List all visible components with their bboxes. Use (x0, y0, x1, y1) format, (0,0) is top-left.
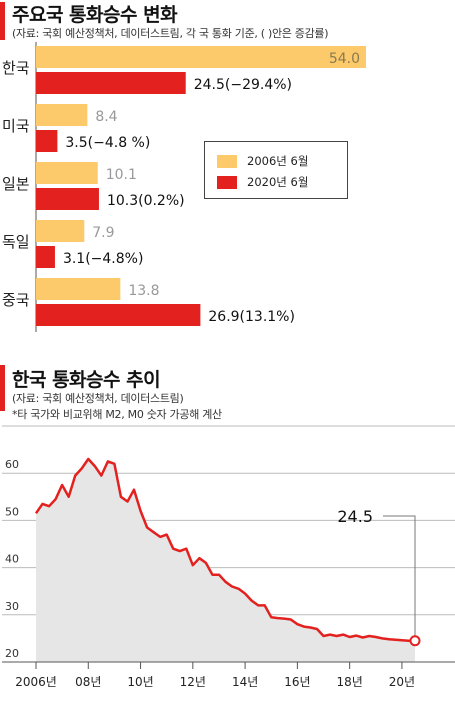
x-tick-label: 16년 (284, 675, 310, 689)
x-tick-label: 08년 (75, 675, 101, 689)
chart2-note: *타 국가와 비교위해 M2, M0 숫자 가공해 계산 (12, 408, 222, 421)
y-tick-label: 20 (5, 647, 19, 660)
bar-value-label: 3.1(−4.8%) (63, 251, 144, 267)
bar-2006 (36, 278, 121, 300)
annotation-leader (383, 515, 416, 636)
bar-value-label: 3.5(−4.8 %) (65, 135, 150, 151)
category-label: 미국 (2, 117, 30, 135)
chart2-source: (자료: 국회 예산정책처, 데이터스트림) (12, 392, 184, 405)
bar-2020 (36, 72, 186, 94)
bar-value-label: 8.4 (95, 109, 117, 125)
x-tick-label: 14년 (232, 675, 258, 689)
end-marker (409, 635, 421, 647)
bar-value-label: 54.0 (329, 51, 360, 67)
chart2-title: 한국 통화승수 추이 (12, 369, 161, 391)
bar-2006 (36, 104, 88, 126)
category-label: 중국 (2, 291, 30, 309)
legend-label-2006: 2006년 6월 (247, 154, 309, 168)
bar-value-label: 26.9(13.1%) (208, 309, 295, 325)
section2-accent-bar (0, 365, 5, 411)
bar-2006 (36, 162, 98, 184)
bar-value-label: 10.1 (106, 167, 137, 183)
chart1-source: (자료: 국회 예산정책처, 데이터스트림, 각 국 통화 기준, ( )안은 … (12, 27, 329, 40)
y-tick-label: 70 (5, 422, 19, 424)
bar-2020 (36, 130, 58, 152)
x-tick-label: 18년 (336, 675, 362, 689)
category-label: 독일 (2, 233, 30, 251)
legend-label-2020: 2020년 6월 (247, 175, 309, 189)
bar-value-label: 13.8 (128, 283, 159, 299)
x-tick-label: 12년 (180, 675, 206, 689)
bar-value-label: 10.3(0.2%) (107, 193, 185, 209)
series-line (34, 457, 415, 643)
legend-swatch-2020 (217, 175, 237, 189)
bar-chart: 한국 54.0 24.5(−29.4%) 미국 8.4 3.5(−4.8 %) 일본 10.1… (2, 42, 366, 332)
category-label: 한국 (2, 59, 30, 77)
legend-swatch-2006 (217, 154, 237, 168)
bar-value-label: 24.5(−29.4%) (194, 77, 292, 93)
chart-legend: 2006년 6월 2020년 6월 (204, 141, 348, 199)
annotation-label: 24.5 (337, 507, 373, 526)
category-label: 일본 (2, 175, 30, 193)
y-tick-label: 40 (5, 553, 19, 566)
legend-item-2020: 2020년 6월 (217, 174, 308, 190)
x-tick-label: 10년 (127, 675, 153, 689)
bar-2020 (36, 188, 99, 210)
legend-item-2006: 2006년 6월 (217, 153, 308, 169)
area-fill (36, 459, 415, 662)
y-tick-label: 50 (5, 505, 19, 518)
bar-2020 (36, 304, 201, 326)
chart1-title: 주요국 통화승수 변화 (12, 4, 178, 26)
y-tick-label: 30 (5, 600, 19, 613)
x-tick-label: 2006년 (15, 675, 57, 689)
bar-value-label: 7.9 (92, 225, 114, 241)
bar-2006 (36, 46, 366, 68)
area-chart: 20 30 40 50 60 70 2006년 08년 10년 12년 14년 16년 18년 20년 24… (2, 422, 455, 689)
y-tick-label: 60 (5, 458, 19, 471)
section1-accent-bar (0, 2, 5, 40)
x-tick-label: 20년 (389, 675, 415, 689)
bar-2020 (36, 246, 55, 268)
bar-2006 (36, 220, 85, 242)
